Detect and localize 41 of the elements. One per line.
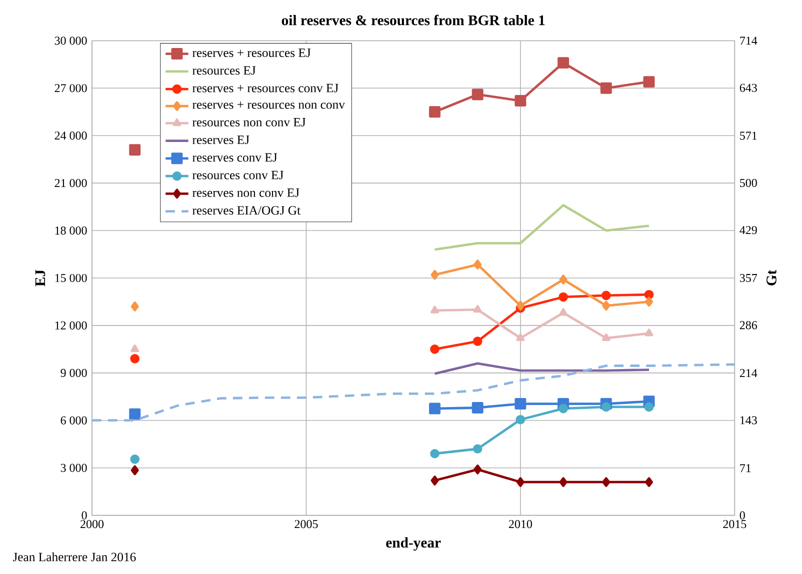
x-axis-title: end-year — [386, 537, 441, 551]
y-tick-label: 15 000 — [55, 274, 87, 282]
y-tick-label: 27 000 — [54, 84, 87, 92]
y-tick-label: 24 000 — [54, 132, 87, 140]
legend-label: resources EJ — [192, 66, 256, 75]
y2-tick-label: 214 — [740, 369, 758, 378]
y2-tick-label: 500 — [740, 178, 757, 187]
y-tick-label: 21 000 — [54, 179, 87, 188]
legend-label: reserves + resources non conv — [192, 102, 345, 109]
x-tick-label: 2015 — [723, 520, 746, 528]
y2-tick-label: 571 — [740, 132, 757, 140]
legend-label: reserves + resources conv EJ — [192, 84, 338, 92]
y2-tick-label: 429 — [740, 226, 757, 234]
legend-label: reserves conv EJ — [192, 153, 278, 162]
y-tick-label: 0 — [82, 511, 87, 520]
y-axis-title: EJ — [35, 270, 46, 286]
y-tick-label: 3 000 — [60, 464, 87, 472]
legend-label: resources conv EJ — [192, 170, 284, 180]
y2-tick-label: 643 — [740, 84, 757, 92]
x-tick-label: 2000 — [80, 520, 104, 528]
y2-axis-title: Gt — [766, 270, 776, 286]
legend-label: reserves EJ — [192, 136, 250, 144]
y-tick-label: 12 000 — [55, 321, 87, 330]
legend-label: resources non conv EJ — [192, 118, 306, 126]
y2-tick-label: 286 — [740, 321, 758, 330]
y-tick-label: 30 000 — [54, 36, 87, 45]
y2-tick-label: 357 — [740, 274, 758, 282]
legend-label: reserves non conv EJ — [192, 188, 300, 197]
text: Jean Laherrere Jan 2016 — [12, 552, 136, 562]
y-tick-label: 18 000 — [55, 226, 87, 235]
y-tick-label: 9 000 — [60, 368, 87, 377]
chart-title: oil reserves & resources from BGR table 1 — [282, 14, 545, 26]
y2-tick-label: 71 — [740, 464, 751, 472]
legend-label: reserves + resources EJ — [192, 48, 311, 58]
y2-tick-label: 143 — [740, 416, 757, 424]
x-tick-label: 2005 — [294, 520, 318, 528]
y-tick-label: 6 000 — [60, 416, 87, 424]
legend-label: reserves EIA/OGJ Gt — [192, 206, 300, 215]
x-tick-label: 2010 — [508, 520, 532, 528]
y2-tick-label: 714 — [740, 36, 758, 45]
y2-tick-label: 0 — [740, 511, 745, 520]
